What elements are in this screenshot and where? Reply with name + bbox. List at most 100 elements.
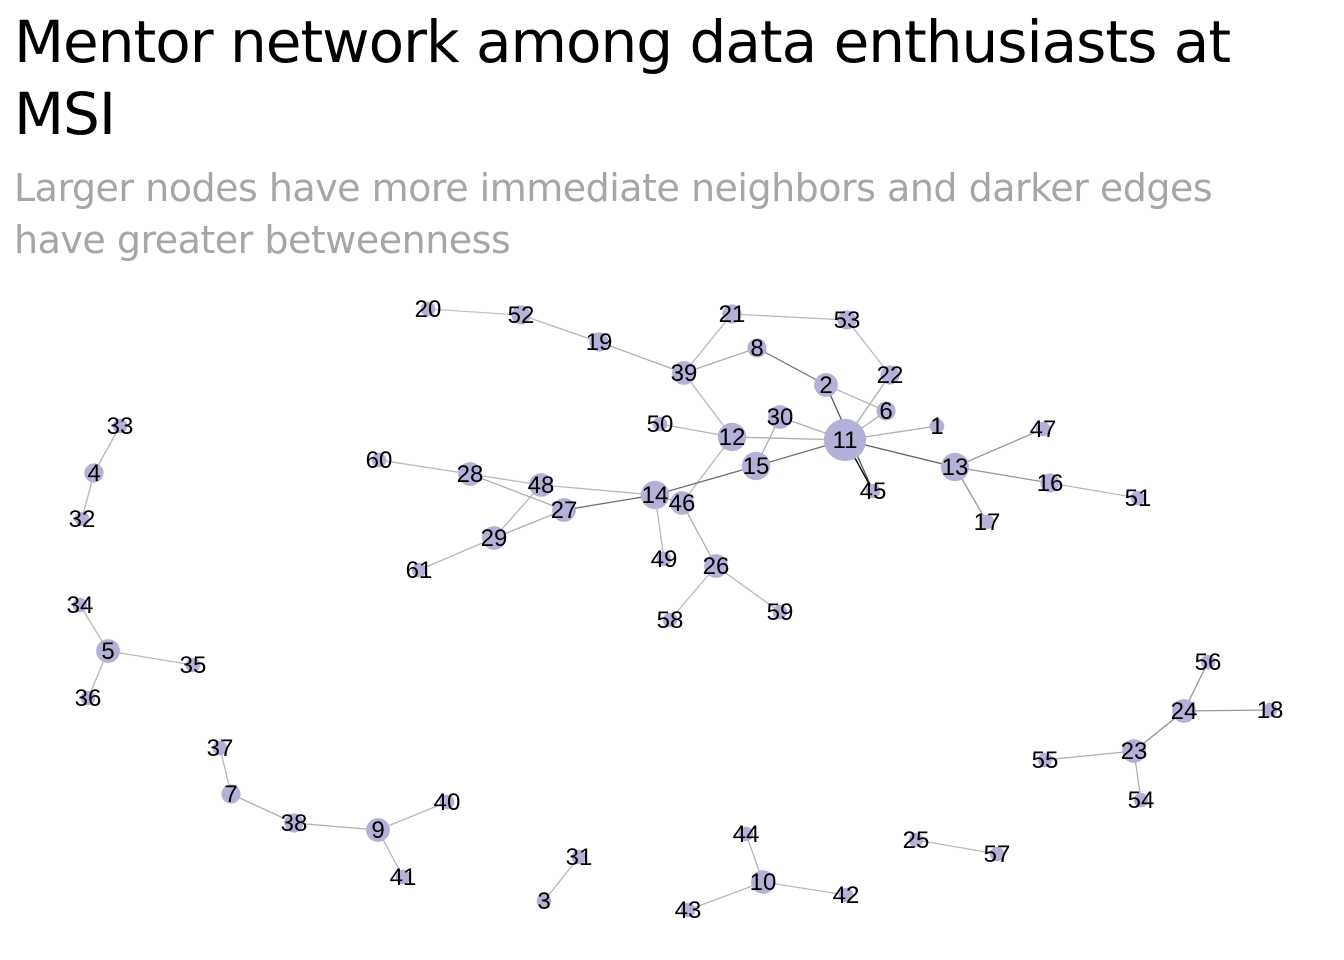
node-20-circle[interactable] bbox=[420, 301, 436, 317]
node-21-circle[interactable] bbox=[722, 304, 742, 324]
node-35-circle[interactable] bbox=[185, 657, 201, 673]
node-23[interactable]: 23 bbox=[1121, 738, 1148, 765]
node-36-circle[interactable] bbox=[80, 690, 96, 706]
node-28[interactable]: 28 bbox=[457, 461, 484, 488]
node-26-circle[interactable] bbox=[704, 554, 728, 578]
node-4[interactable]: 4 bbox=[84, 460, 104, 487]
node-13[interactable]: 13 bbox=[940, 452, 970, 482]
node-48[interactable]: 48 bbox=[528, 472, 555, 499]
node-11-circle[interactable] bbox=[823, 418, 867, 462]
node-36[interactable]: 36 bbox=[75, 685, 102, 712]
node-24[interactable]: 24 bbox=[1171, 698, 1198, 725]
node-49[interactable]: 49 bbox=[651, 546, 678, 573]
node-52-circle[interactable] bbox=[511, 305, 531, 325]
node-53-circle[interactable] bbox=[837, 310, 857, 330]
node-30[interactable]: 30 bbox=[767, 404, 794, 431]
node-51-circle[interactable] bbox=[1130, 490, 1146, 506]
node-5-circle[interactable] bbox=[96, 639, 120, 663]
node-8[interactable]: 8 bbox=[747, 335, 767, 362]
node-45-circle[interactable] bbox=[865, 483, 881, 499]
node-39[interactable]: 39 bbox=[671, 360, 698, 387]
node-25[interactable]: 25 bbox=[903, 827, 930, 854]
node-56[interactable]: 56 bbox=[1195, 649, 1222, 676]
node-60[interactable]: 60 bbox=[366, 447, 393, 474]
node-28-circle[interactable] bbox=[458, 462, 482, 486]
node-43[interactable]: 43 bbox=[675, 897, 702, 924]
node-24-circle[interactable] bbox=[1172, 699, 1196, 723]
node-15[interactable]: 15 bbox=[741, 451, 771, 481]
node-18-circle[interactable] bbox=[1262, 702, 1278, 718]
node-26[interactable]: 26 bbox=[703, 553, 730, 580]
node-41-circle[interactable] bbox=[395, 869, 411, 885]
node-31[interactable]: 31 bbox=[566, 844, 593, 871]
node-19-circle[interactable] bbox=[589, 332, 609, 352]
node-14-circle[interactable] bbox=[640, 480, 670, 510]
node-12-circle[interactable] bbox=[717, 422, 747, 452]
node-35[interactable]: 35 bbox=[180, 652, 207, 679]
node-44[interactable]: 44 bbox=[733, 821, 760, 848]
node-10-circle[interactable] bbox=[751, 870, 775, 894]
node-13-circle[interactable] bbox=[940, 452, 970, 482]
node-45[interactable]: 45 bbox=[860, 478, 887, 505]
node-27[interactable]: 27 bbox=[551, 497, 578, 524]
node-44-circle[interactable] bbox=[738, 826, 754, 842]
node-40[interactable]: 40 bbox=[434, 789, 461, 816]
node-58[interactable]: 58 bbox=[657, 607, 684, 634]
node-6[interactable]: 6 bbox=[876, 398, 896, 425]
node-47[interactable]: 47 bbox=[1030, 416, 1057, 443]
node-43-circle[interactable] bbox=[680, 902, 696, 918]
node-23-circle[interactable] bbox=[1122, 739, 1146, 763]
node-1[interactable]: 1 bbox=[929, 413, 945, 440]
node-9-circle[interactable] bbox=[366, 818, 390, 842]
node-18[interactable]: 18 bbox=[1257, 697, 1284, 724]
node-17[interactable]: 17 bbox=[974, 509, 1001, 536]
node-57[interactable]: 57 bbox=[984, 841, 1011, 868]
node-38-circle[interactable] bbox=[284, 813, 304, 833]
node-10[interactable]: 10 bbox=[750, 869, 777, 896]
node-49-circle[interactable] bbox=[656, 551, 672, 567]
node-16-circle[interactable] bbox=[1040, 473, 1060, 493]
node-52[interactable]: 52 bbox=[508, 302, 535, 329]
node-46[interactable]: 46 bbox=[669, 490, 696, 517]
node-19[interactable]: 19 bbox=[586, 329, 613, 356]
node-1-circle[interactable] bbox=[929, 418, 945, 434]
node-7[interactable]: 7 bbox=[221, 781, 241, 808]
node-48-circle[interactable] bbox=[529, 473, 553, 497]
node-41[interactable]: 41 bbox=[390, 864, 417, 891]
node-46-circle[interactable] bbox=[670, 491, 694, 515]
node-29-circle[interactable] bbox=[482, 526, 506, 550]
node-40-circle[interactable] bbox=[439, 794, 455, 810]
node-50-circle[interactable] bbox=[652, 416, 668, 432]
node-11[interactable]: 11 bbox=[823, 418, 867, 462]
node-53[interactable]: 53 bbox=[834, 307, 861, 334]
node-16[interactable]: 16 bbox=[1037, 470, 1064, 497]
node-15-circle[interactable] bbox=[741, 451, 771, 481]
node-6-circle[interactable] bbox=[876, 401, 896, 421]
node-51[interactable]: 51 bbox=[1125, 485, 1152, 512]
node-17-circle[interactable] bbox=[979, 514, 995, 530]
node-25-circle[interactable] bbox=[908, 832, 924, 848]
node-61-circle[interactable] bbox=[411, 562, 427, 578]
node-55[interactable]: 55 bbox=[1032, 747, 1059, 774]
node-42-circle[interactable] bbox=[838, 887, 854, 903]
node-55-circle[interactable] bbox=[1037, 752, 1053, 768]
node-60-circle[interactable] bbox=[371, 452, 387, 468]
node-37-circle[interactable] bbox=[212, 740, 228, 756]
node-21[interactable]: 21 bbox=[719, 301, 746, 328]
node-54-circle[interactable] bbox=[1133, 792, 1149, 808]
node-22-circle[interactable] bbox=[880, 365, 900, 385]
node-7-circle[interactable] bbox=[221, 784, 241, 804]
node-33[interactable]: 33 bbox=[107, 413, 134, 440]
node-14[interactable]: 14 bbox=[640, 480, 670, 510]
node-3[interactable]: 3 bbox=[536, 888, 552, 915]
node-9[interactable]: 9 bbox=[366, 817, 390, 844]
node-33-circle[interactable] bbox=[112, 418, 128, 434]
node-3-circle[interactable] bbox=[536, 893, 552, 909]
node-59-circle[interactable] bbox=[772, 604, 788, 620]
node-59[interactable]: 59 bbox=[767, 599, 794, 626]
node-5[interactable]: 5 bbox=[96, 638, 120, 665]
node-22[interactable]: 22 bbox=[877, 362, 904, 389]
node-57-circle[interactable] bbox=[989, 846, 1005, 862]
node-29[interactable]: 29 bbox=[481, 525, 508, 552]
node-34-circle[interactable] bbox=[72, 597, 88, 613]
